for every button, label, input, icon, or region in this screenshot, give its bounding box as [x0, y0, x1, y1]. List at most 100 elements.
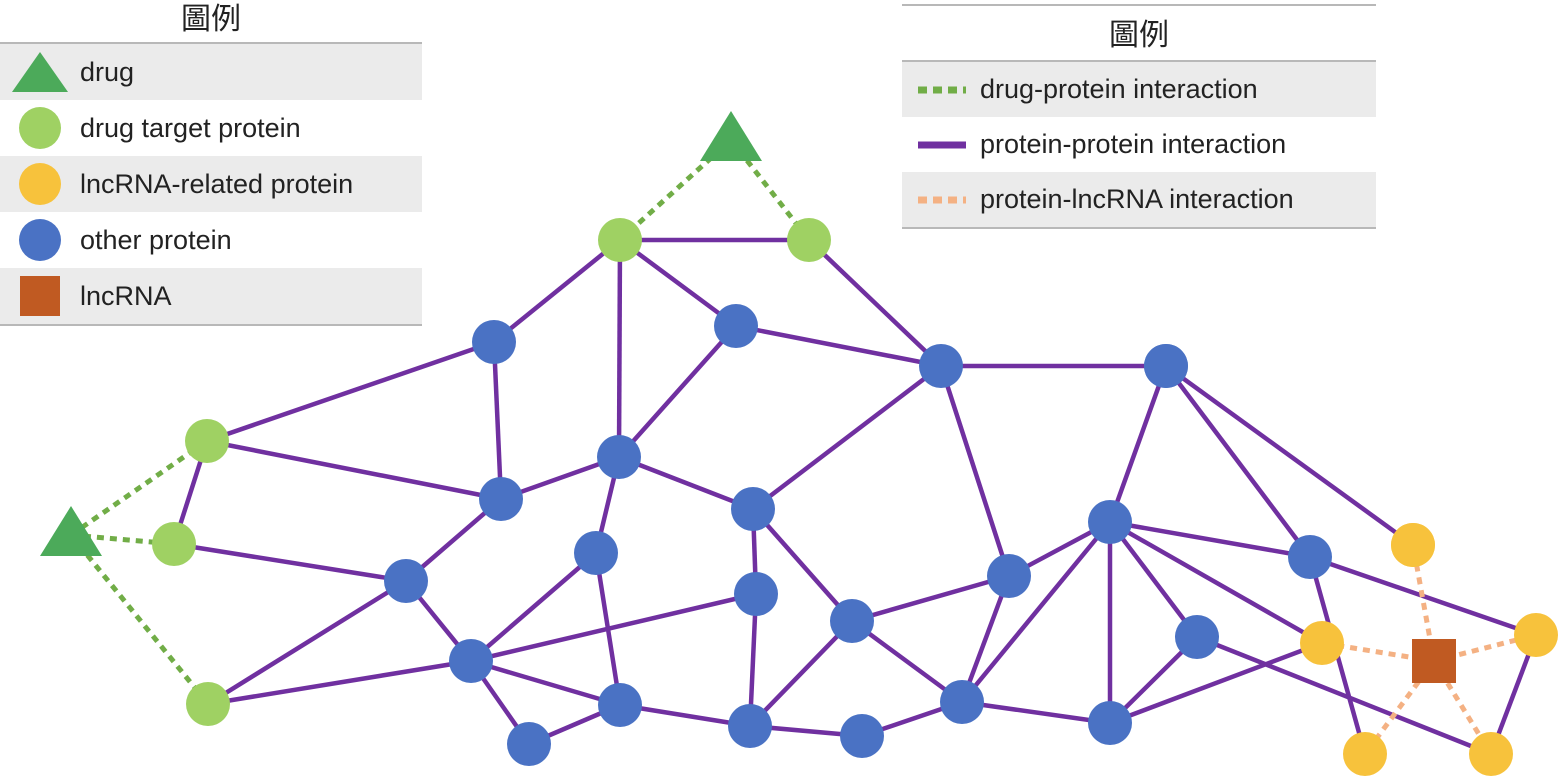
protein-protein-edge [206, 339, 495, 444]
node-legend-title: 圖例 [181, 2, 241, 37]
lncrna-related-protein-node [1391, 523, 1435, 567]
protein-protein-edge [1108, 520, 1199, 639]
protein-protein-edge [735, 323, 942, 369]
dotted-line-icon [918, 86, 966, 94]
legend-item-lncrna: lncRNA [0, 268, 422, 324]
protein-protein-edge [207, 658, 472, 707]
legend-item-protein-protein-interaction: protein-protein interaction [902, 117, 1376, 172]
protein-protein-edge [1109, 640, 1323, 726]
legend-item-drug-target-protein: drug target protein [0, 100, 422, 156]
drug-target-protein-node [186, 682, 230, 726]
protein-protein-edge [961, 699, 1111, 726]
protein-protein-edge [618, 454, 754, 512]
protein-protein-edge [1107, 365, 1169, 523]
legend-label: other protein [80, 224, 232, 255]
drug-protein-edge [69, 533, 210, 706]
triangle-icon [12, 52, 68, 92]
other-protein-node [734, 572, 778, 616]
node-legend: 圖例 drug drug target protein lncRNA-relat… [0, 0, 422, 326]
legend-item-drug-protein-interaction: drug-protein interaction [902, 62, 1376, 117]
protein-protein-edge [173, 541, 407, 584]
other-protein-node [840, 714, 884, 758]
other-protein-node [1175, 615, 1219, 659]
protein-protein-edge [851, 573, 1010, 624]
nodes-layer [40, 111, 1558, 776]
edge-legend-rows: drug-protein interaction protein-protein… [902, 60, 1376, 229]
other-protein-node [940, 680, 984, 724]
lncrna-related-protein-node [1300, 621, 1344, 665]
other-protein-node [919, 344, 963, 388]
other-protein-node [384, 559, 428, 603]
protein-protein-edge [1109, 519, 1311, 560]
drug-target-protein-node [787, 218, 831, 262]
protein-protein-edge [618, 238, 738, 328]
legend-label: drug [80, 56, 135, 87]
edge-legend: 圖例 drug-protein interaction protein-prot… [902, 4, 1376, 229]
protein-protein-edge [492, 238, 622, 344]
lncrna-related-protein-node [1514, 613, 1558, 657]
protein-protein-edge [1108, 520, 1324, 645]
protein-protein-edge [1196, 634, 1492, 757]
protein-protein-edge [748, 619, 854, 728]
dotted-line-icon [918, 196, 966, 204]
square-icon [20, 276, 60, 316]
protein-protein-edge [751, 364, 943, 511]
legend-item-protein-lncrna-interaction: protein-lncRNA interaction [902, 172, 1376, 227]
other-protein-node [598, 683, 642, 727]
lncrna-related-protein-node [1343, 732, 1387, 776]
legend-label: drug-protein interaction [980, 74, 1258, 104]
protein-protein-edge [751, 507, 854, 623]
legend-label: protein-lncRNA interaction [980, 184, 1294, 214]
protein-protein-edge [470, 658, 621, 708]
other-protein-node [472, 320, 516, 364]
other-protein-node [597, 435, 641, 479]
legend-item-other-protein: other protein [0, 212, 422, 268]
drug-target-protein-node [598, 218, 642, 262]
other-protein-node [574, 531, 618, 575]
other-protein-node [1144, 344, 1188, 388]
legend-label: drug target protein [80, 112, 301, 143]
protein-protein-edge [1164, 364, 1415, 547]
protein-protein-edge [959, 575, 1012, 703]
legend-item-lncrna-related-protein: lncRNA-related protein [0, 156, 422, 212]
protein-protein-edge [206, 438, 502, 502]
circle-icon [19, 107, 61, 149]
other-protein-node [449, 639, 493, 683]
other-protein-node [1088, 500, 1132, 544]
protein-protein-edge [1164, 364, 1312, 559]
other-protein-node [830, 599, 874, 643]
legend-item-drug: drug [0, 44, 422, 100]
other-protein-node [731, 487, 775, 531]
drug-protein-edge [69, 438, 209, 538]
protein-protein-edge [747, 593, 759, 727]
drug-target-protein-node [152, 522, 196, 566]
circle-icon [19, 219, 61, 261]
legend-label: protein-protein interaction [980, 129, 1287, 159]
protein-protein-edge [616, 239, 623, 458]
other-protein-node [507, 722, 551, 766]
other-protein-node [1088, 701, 1132, 745]
legend-label: lncRNA-related protein [80, 168, 354, 199]
other-protein-node [479, 477, 523, 521]
lncrna-related-protein-node [1469, 732, 1513, 776]
edge-legend-title: 圖例 [902, 4, 1376, 60]
drug-node [700, 111, 762, 161]
protein-protein-edge [206, 579, 408, 706]
other-protein-node [987, 554, 1031, 598]
drug-target-protein-node [185, 419, 229, 463]
solid-line-icon [918, 141, 966, 149]
protein-protein-edge [469, 551, 598, 663]
protein-protein-edge [807, 238, 943, 368]
protein-protein-edge [470, 591, 757, 664]
node-legend-rows: drug drug target protein lncRNA-related … [0, 42, 422, 326]
protein-protein-edge [491, 341, 504, 500]
other-protein-node [1288, 535, 1332, 579]
other-protein-node [714, 304, 758, 348]
lncrna-node [1412, 639, 1456, 683]
legend-label: lncRNA [80, 280, 172, 311]
protein-protein-edge [960, 520, 1112, 704]
circle-icon [19, 163, 61, 205]
other-protein-node [728, 704, 772, 748]
protein-protein-edge [593, 552, 623, 706]
